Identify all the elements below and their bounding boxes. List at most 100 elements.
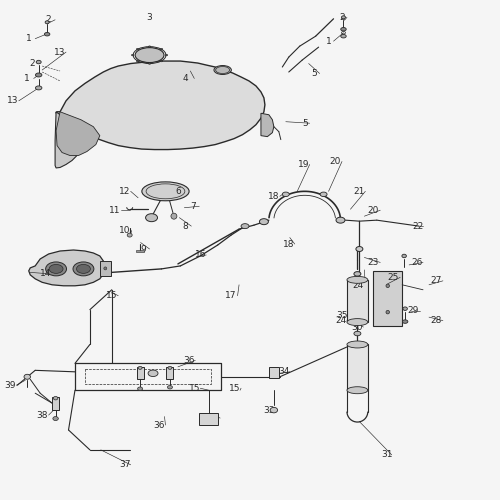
- Ellipse shape: [138, 387, 142, 390]
- Text: 30: 30: [351, 322, 362, 332]
- Bar: [374, 271, 402, 326]
- Polygon shape: [56, 112, 100, 156]
- Ellipse shape: [342, 16, 345, 19]
- Bar: [269, 368, 279, 378]
- Text: 17: 17: [226, 291, 237, 300]
- Text: 22: 22: [412, 222, 424, 230]
- Bar: [200, 413, 218, 425]
- Text: 3: 3: [146, 13, 152, 22]
- Text: 14: 14: [40, 270, 51, 278]
- Text: 18: 18: [268, 192, 280, 201]
- Polygon shape: [261, 114, 274, 136]
- Text: 9: 9: [140, 244, 146, 254]
- Ellipse shape: [340, 28, 346, 31]
- Ellipse shape: [168, 366, 172, 370]
- Ellipse shape: [336, 217, 345, 223]
- Ellipse shape: [148, 63, 151, 64]
- Ellipse shape: [76, 264, 90, 274]
- Ellipse shape: [136, 48, 139, 50]
- Ellipse shape: [241, 224, 249, 228]
- Ellipse shape: [36, 86, 42, 90]
- Text: 18: 18: [283, 240, 294, 248]
- Ellipse shape: [403, 307, 407, 310]
- Ellipse shape: [49, 264, 63, 274]
- Text: 15: 15: [106, 291, 118, 300]
- Text: 34: 34: [278, 368, 289, 376]
- Text: 5: 5: [302, 118, 308, 128]
- Text: 24: 24: [335, 316, 346, 325]
- Ellipse shape: [54, 396, 58, 400]
- Text: 27: 27: [431, 276, 442, 285]
- Text: 2: 2: [339, 13, 345, 22]
- Ellipse shape: [347, 276, 368, 283]
- Text: 1: 1: [24, 74, 30, 83]
- Text: 25: 25: [388, 273, 399, 282]
- Text: 1: 1: [26, 34, 32, 43]
- Ellipse shape: [171, 213, 177, 219]
- Text: 7: 7: [190, 202, 196, 210]
- Text: 28: 28: [431, 316, 442, 325]
- Ellipse shape: [36, 73, 42, 77]
- Text: 38: 38: [36, 410, 48, 420]
- Ellipse shape: [132, 54, 134, 56]
- Ellipse shape: [53, 416, 59, 420]
- Text: 5: 5: [312, 69, 318, 78]
- Text: 20: 20: [368, 206, 379, 214]
- Text: 15: 15: [230, 384, 241, 392]
- Ellipse shape: [160, 60, 163, 62]
- Ellipse shape: [402, 320, 408, 324]
- Text: 12: 12: [119, 187, 130, 196]
- Text: 19: 19: [298, 160, 310, 169]
- Bar: [347, 344, 368, 390]
- Ellipse shape: [356, 246, 363, 252]
- Bar: [166, 367, 173, 380]
- Text: 35: 35: [336, 311, 347, 320]
- Ellipse shape: [320, 192, 327, 196]
- Ellipse shape: [24, 374, 30, 380]
- Ellipse shape: [386, 284, 390, 288]
- Ellipse shape: [148, 46, 151, 48]
- Text: 26: 26: [411, 258, 422, 267]
- Text: 4: 4: [182, 74, 188, 83]
- Text: 32: 32: [208, 414, 220, 422]
- Ellipse shape: [402, 254, 406, 258]
- Bar: [136, 367, 143, 380]
- Ellipse shape: [386, 310, 390, 314]
- Ellipse shape: [46, 262, 66, 276]
- Ellipse shape: [160, 48, 163, 50]
- Ellipse shape: [146, 214, 158, 222]
- Text: 10: 10: [119, 226, 130, 234]
- Bar: [100, 261, 111, 276]
- Text: 21: 21: [354, 187, 365, 196]
- Ellipse shape: [340, 34, 346, 38]
- Text: 13: 13: [6, 96, 18, 106]
- Polygon shape: [56, 61, 265, 150]
- Ellipse shape: [127, 233, 132, 237]
- Ellipse shape: [260, 218, 268, 224]
- Ellipse shape: [214, 66, 232, 74]
- Text: 36: 36: [184, 356, 195, 365]
- Text: 8: 8: [182, 222, 188, 230]
- Bar: [136, 250, 143, 252]
- Ellipse shape: [168, 386, 172, 389]
- Ellipse shape: [354, 332, 361, 336]
- Text: 36: 36: [154, 420, 166, 430]
- Ellipse shape: [104, 267, 107, 270]
- Text: 6: 6: [175, 187, 181, 196]
- Text: 1: 1: [326, 36, 332, 46]
- Text: 33: 33: [263, 406, 274, 414]
- Polygon shape: [28, 250, 105, 286]
- Bar: [52, 397, 59, 410]
- Ellipse shape: [45, 21, 49, 24]
- Ellipse shape: [347, 318, 368, 326]
- Ellipse shape: [135, 48, 164, 62]
- Text: 11: 11: [109, 206, 120, 214]
- Bar: [347, 280, 368, 322]
- Ellipse shape: [136, 60, 139, 62]
- Ellipse shape: [148, 370, 158, 376]
- Ellipse shape: [138, 366, 142, 370]
- Ellipse shape: [36, 60, 41, 64]
- Text: 29: 29: [408, 306, 419, 315]
- Text: 23: 23: [368, 258, 379, 267]
- Text: 39: 39: [4, 380, 16, 390]
